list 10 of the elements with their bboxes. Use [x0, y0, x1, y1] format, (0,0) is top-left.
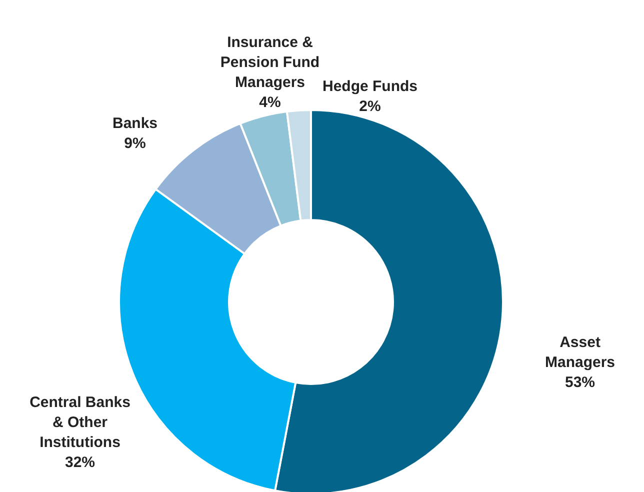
- data-label: 2%: [359, 98, 381, 115]
- slice-label: Asset Managers: [544, 334, 616, 371]
- data-label: 32%: [64, 454, 96, 471]
- data-label: 4%: [259, 94, 281, 111]
- slice-label: Central Banks & Other Institutions: [30, 394, 130, 451]
- data-label: 53%: [564, 374, 596, 391]
- data-label: 9%: [124, 135, 146, 152]
- slice-label: Insurance & Pension Fund Managers: [220, 34, 320, 91]
- slice-label: Banks: [112, 115, 158, 132]
- slice-label: Hedge Funds: [322, 78, 418, 95]
